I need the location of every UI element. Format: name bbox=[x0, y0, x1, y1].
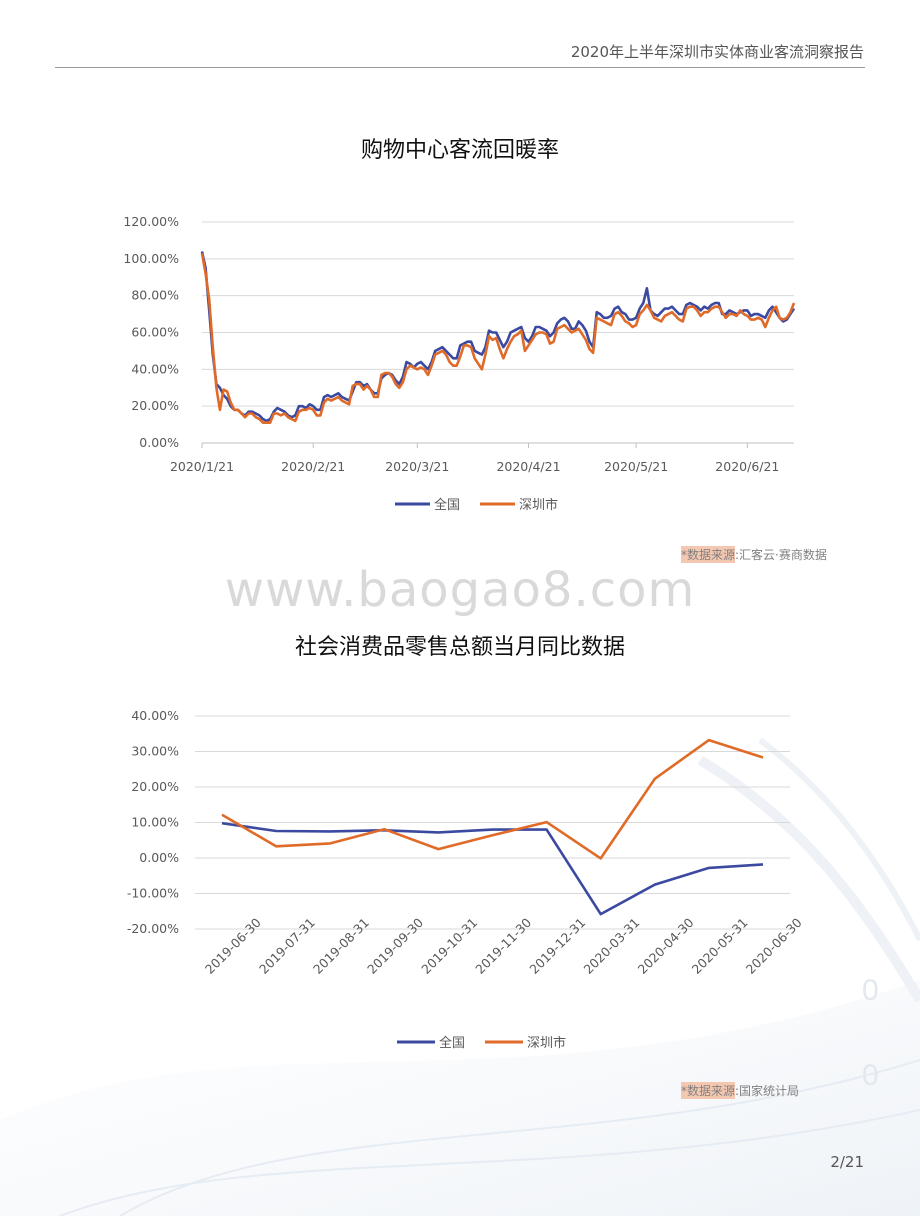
chart2-x-tick-label: 2019-12-31 bbox=[526, 915, 588, 977]
chart2-y-tick-label: -10.00% bbox=[127, 886, 179, 901]
chart1-x-tick-label: 2020/4/21 bbox=[496, 459, 560, 474]
page-number: 2/21 bbox=[830, 1153, 864, 1171]
watermark: www.baogao8.com bbox=[224, 562, 696, 618]
svg-text:0: 0 bbox=[862, 1059, 879, 1092]
chart2-x-tick-label: 2020-03-31 bbox=[581, 915, 643, 977]
chart1-x-tick-label: 2020/5/21 bbox=[604, 459, 668, 474]
chart2-source-text: :国家统计局 bbox=[735, 1084, 800, 1098]
chart1-title: 购物中心客流回暖率 bbox=[360, 138, 559, 163]
chart2-y-tick-label: -20.00% bbox=[127, 921, 179, 936]
chart2-x-tick-label: 2019-06-30 bbox=[202, 915, 264, 977]
chart1-legend-label-0: 全国 bbox=[434, 497, 460, 513]
chart1-source-note: *数据来源:汇客云·赛商数据 bbox=[681, 546, 827, 563]
chart2-series-line-0 bbox=[221, 821, 764, 916]
chart2-source-note: *数据来源:国家统计局 bbox=[681, 1082, 799, 1099]
chart2-y-tick-label: 40.00% bbox=[131, 708, 179, 723]
chart2-x-tick-label: 2019-11-30 bbox=[472, 915, 534, 977]
chart1-y-tick-label: 80.00% bbox=[131, 288, 179, 303]
chart2-source-prefix: *数据来源 bbox=[681, 1082, 736, 1099]
chart2-x-tick-label: 2019-08-31 bbox=[310, 915, 372, 977]
chart1-x-tick-label: 2020/3/21 bbox=[385, 459, 449, 474]
chart2-x-tick-label: 2020-05-31 bbox=[689, 915, 751, 977]
header-divider bbox=[55, 67, 865, 68]
chart2-x-tick-label: 2020-04-30 bbox=[635, 915, 697, 977]
chart1-y-tick-label: 60.00% bbox=[131, 325, 179, 340]
chart1-x-tick-label: 2020/1/21 bbox=[170, 459, 234, 474]
chart1-source-prefix: *数据来源 bbox=[681, 546, 736, 563]
chart1-x-tick-label: 2020/2/21 bbox=[281, 459, 345, 474]
chart1-source-text: :汇客云·赛商数据 bbox=[735, 548, 827, 562]
chart2-x-tick-label: 2019-07-31 bbox=[256, 915, 318, 977]
chart2-plot: -20.00% -10.00% 0.00% 10.00% 20.00% 30.00% 40.… bbox=[127, 708, 805, 1051]
chart2-legend-label-1: 深圳市 bbox=[527, 1035, 566, 1051]
chart2-y-tick-label: 0.00% bbox=[139, 850, 179, 865]
chart1-legend-label-1: 深圳市 bbox=[519, 497, 558, 513]
chart1-series-line-0 bbox=[200, 251, 796, 423]
chart1-plot: 0.00% 20.00% 40.00% 60.00% 80.00% 100.00% 120.… bbox=[123, 214, 796, 513]
chart2-y-tick-label: 20.00% bbox=[131, 779, 179, 794]
chart1-y-tick-label: 0.00% bbox=[139, 435, 179, 450]
chart2-title: 社会消费品零售总额当月同比数据 bbox=[294, 635, 625, 660]
header-title: 2020年上半年深圳市实体商业客流洞察报告 bbox=[570, 43, 864, 61]
chart1-x-tick-label: 2020/6/21 bbox=[715, 459, 779, 474]
chart2-x-tick-label: 2019-10-31 bbox=[418, 915, 480, 977]
chart1-y-tick-label: 20.00% bbox=[131, 398, 179, 413]
chart1-series-line-1 bbox=[200, 253, 796, 424]
chart2-y-tick-label: 10.00% bbox=[131, 815, 179, 830]
chart1-y-tick-label: 40.00% bbox=[131, 361, 179, 376]
chart2-x-tick-label: 2019-09-30 bbox=[364, 915, 426, 977]
chart2-y-tick-label: 30.00% bbox=[131, 744, 179, 759]
chart1-y-tick-label: 100.00% bbox=[123, 251, 179, 266]
chart2-x-tick-label: 2020-06-30 bbox=[743, 915, 805, 977]
chart1-y-tick-label: 120.00% bbox=[123, 214, 179, 229]
chart2-legend-label-0: 全国 bbox=[439, 1035, 465, 1051]
chart2-series-line-1 bbox=[221, 738, 764, 860]
